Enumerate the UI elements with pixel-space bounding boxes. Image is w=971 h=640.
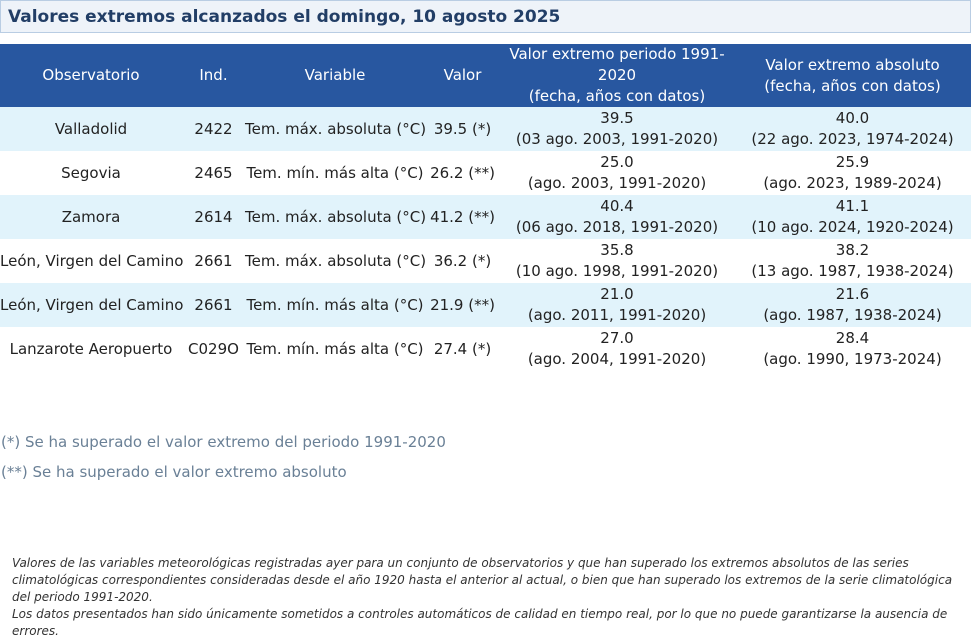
cell-periodo-fecha: (ago. 2004, 1991-2020)	[527, 350, 707, 368]
cell-absoluto-valor: 21.6	[835, 285, 870, 303]
cell-periodo-valor: 40.4	[600, 197, 634, 215]
header-absoluto-line2: (fecha, años con datos)	[764, 76, 941, 95]
header-periodo: Valor extremo periodo 1991-2020 (fecha, a…	[500, 44, 734, 107]
cell-periodo-valor: 27.0	[600, 329, 634, 347]
cell-absoluto-valor: 41.1	[835, 197, 870, 215]
cell-observatorio: Zamora	[0, 195, 182, 239]
header-valor: Valor	[425, 44, 500, 107]
cell-valor: 27.4 (*)	[425, 327, 500, 371]
table-row: Zamora 2614 Tem. máx. absoluta (°C) 41.2…	[0, 195, 971, 239]
table-row: Valladolid 2422 Tem. máx. absoluta (°C) …	[0, 107, 971, 151]
cell-periodo-valor: 25.0	[600, 153, 634, 171]
cell-valor: 21.9 (**)	[425, 283, 500, 327]
cell-variable: Tem. mín. más alta (°C)	[245, 327, 425, 371]
cell-periodo-valor: 39.5	[600, 109, 634, 127]
cell-valor: 41.2 (**)	[425, 195, 500, 239]
cell-periodo-valor: 35.8	[600, 241, 634, 259]
cell-observatorio: Segovia	[0, 151, 182, 195]
cell-ind: 2465	[182, 151, 245, 195]
note-single-asterisk: (*) Se ha superado el valor extremo del …	[1, 433, 446, 451]
page-title: Valores extremos alcanzados el domingo, …	[8, 7, 561, 27]
cell-absoluto-fecha: (22 ago. 2023, 1974-2024)	[751, 130, 954, 148]
header-absoluto: Valor extremo absoluto (fecha, años con d…	[734, 44, 971, 107]
cell-variable: Tem. mín. más alta (°C)	[245, 151, 425, 195]
cell-periodo: 21.0 (ago. 2011, 1991-2020)	[500, 283, 734, 327]
cell-variable: Tem. mín. más alta (°C)	[245, 283, 425, 327]
cell-valor: 26.2 (**)	[425, 151, 500, 195]
cell-absoluto-fecha: (10 ago. 2024, 1920-2024)	[751, 218, 954, 236]
cell-absoluto: 21.6 (ago. 1987, 1938-2024)	[734, 283, 971, 327]
cell-periodo-fecha: (ago. 2003, 1991-2020)	[527, 174, 707, 192]
table-row: Segovia 2465 Tem. mín. más alta (°C) 26.…	[0, 151, 971, 195]
cell-absoluto: 41.1 (10 ago. 2024, 1920-2024)	[734, 195, 971, 239]
cell-variable: Tem. máx. absoluta (°C)	[245, 195, 426, 239]
cell-valor: 39.5 (*)	[425, 107, 500, 151]
cell-absoluto: 25.9 (ago. 2023, 1989-2024)	[734, 151, 971, 195]
cell-absoluto: 38.2 (13 ago. 1987, 1938-2024)	[734, 239, 971, 283]
header-ind: Ind.	[182, 44, 245, 107]
table-row: León, Virgen del Camino 2661 Tem. mín. m…	[0, 283, 971, 327]
cell-periodo: 40.4 (06 ago. 2018, 1991-2020)	[500, 195, 734, 239]
cell-ind: 2422	[182, 107, 245, 151]
header-absoluto-line1: Valor extremo absoluto	[765, 55, 940, 74]
cell-ind: 2661	[182, 283, 245, 327]
cell-absoluto-valor: 25.9	[835, 153, 870, 171]
header-observatorio: Observatorio	[0, 44, 182, 107]
footer-paragraph-2: Los datos presentados han sido únicament…	[12, 607, 948, 638]
cell-periodo: 25.0 (ago. 2003, 1991-2020)	[500, 151, 734, 195]
cell-periodo: 39.5 (03 ago. 2003, 1991-2020)	[500, 107, 734, 151]
cell-observatorio: Lanzarote Aeropuerto	[0, 327, 182, 371]
cell-absoluto-fecha: (ago. 1987, 1938-2024)	[763, 306, 942, 324]
footer-paragraph-1: Valores de las variables meteorológicas …	[12, 556, 953, 604]
cell-periodo: 27.0 (ago. 2004, 1991-2020)	[500, 327, 734, 371]
cell-periodo-fecha: (06 ago. 2018, 1991-2020)	[515, 218, 719, 236]
cell-observatorio: León, Virgen del Camino	[0, 283, 183, 327]
cell-observatorio: Valladolid	[0, 107, 182, 151]
table-header-row: Observatorio Ind. Variable Valor Valor e…	[0, 44, 971, 107]
cell-absoluto: 40.0 (22 ago. 2023, 1974-2024)	[734, 107, 971, 151]
cell-periodo-valor: 21.0	[600, 285, 634, 303]
header-periodo-line2: (fecha, años con datos)	[528, 87, 706, 105]
cell-ind: C029O	[182, 327, 245, 371]
cell-observatorio: León, Virgen del Camino	[0, 239, 183, 283]
cell-absoluto-fecha: (13 ago. 1987, 1938-2024)	[751, 262, 954, 280]
cell-absoluto: 28.4 (ago. 1990, 1973-2024)	[734, 327, 971, 371]
cell-absoluto-valor: 28.4	[835, 329, 870, 347]
cell-valor: 36.2 (*)	[425, 239, 500, 283]
cell-absoluto-valor: 40.0	[835, 109, 870, 127]
header-variable: Variable	[245, 44, 425, 107]
cell-periodo-fecha: (ago. 2011, 1991-2020)	[527, 306, 707, 324]
cell-periodo-fecha: (10 ago. 1998, 1991-2020)	[515, 262, 719, 280]
table-row: Lanzarote Aeropuerto C029O Tem. mín. más…	[0, 327, 971, 371]
cell-variable: Tem. máx. absoluta (°C)	[245, 107, 426, 151]
cell-ind: 2614	[182, 195, 245, 239]
cell-absoluto-fecha: (ago. 2023, 1989-2024)	[763, 174, 942, 192]
header-periodo-line1: Valor extremo periodo 1991-2020	[509, 45, 725, 84]
table-row: León, Virgen del Camino 2661 Tem. máx. a…	[0, 239, 971, 283]
cell-periodo: 35.8 (10 ago. 1998, 1991-2020)	[500, 239, 734, 283]
cell-ind: 2661	[182, 239, 245, 283]
footer-disclaimer: Valores de las variables meteorológicas …	[12, 555, 962, 640]
cell-absoluto-fecha: (ago. 1990, 1973-2024)	[763, 350, 942, 368]
extremes-table: Observatorio Ind. Variable Valor Valor e…	[0, 44, 971, 371]
title-bar: Valores extremos alcanzados el domingo, …	[0, 0, 971, 33]
cell-absoluto-valor: 38.2	[835, 241, 870, 259]
cell-variable: Tem. máx. absoluta (°C)	[245, 239, 426, 283]
cell-periodo-fecha: (03 ago. 2003, 1991-2020)	[515, 130, 719, 148]
note-double-asterisk: (**) Se ha superado el valor extremo abs…	[1, 463, 347, 481]
